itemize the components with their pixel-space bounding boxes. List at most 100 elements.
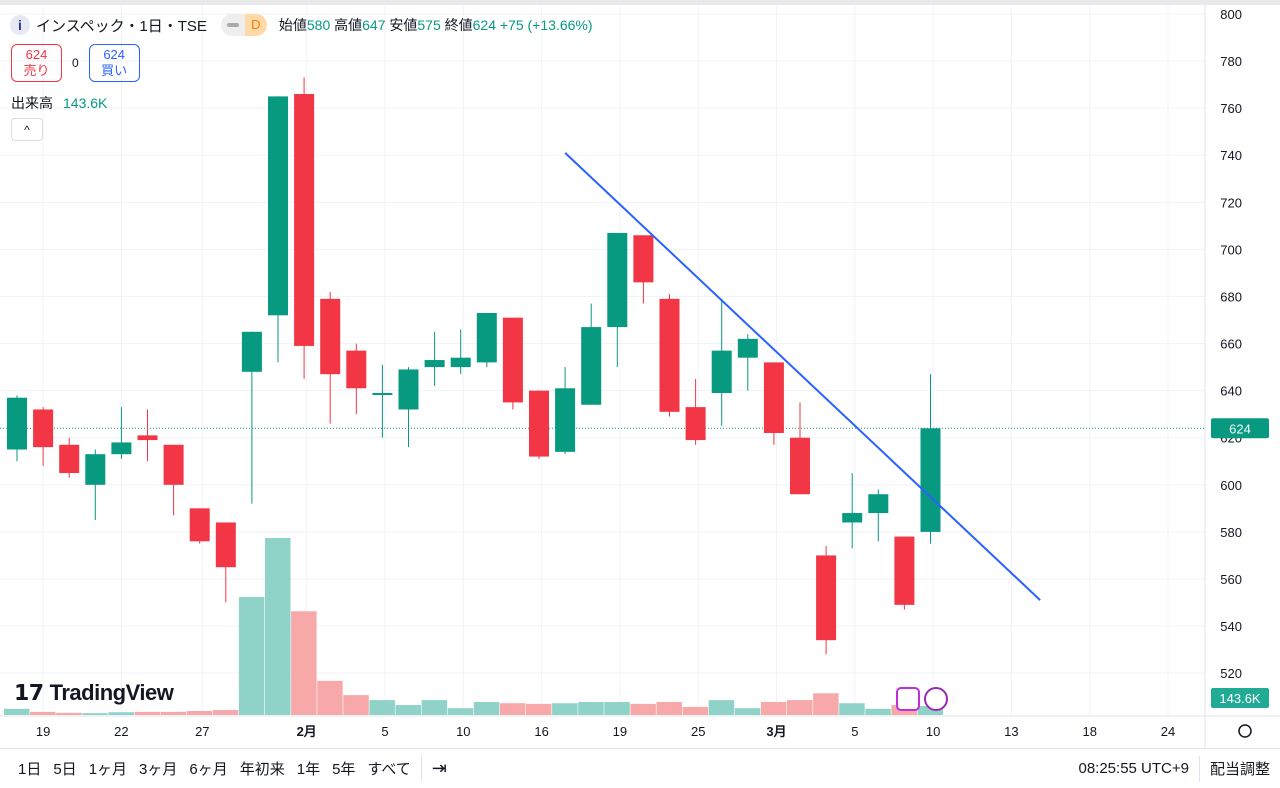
candle-body: [85, 454, 106, 485]
price-tick-label: 740: [1220, 148, 1242, 163]
price-chart[interactable]: 8007807607407207006806606406206005805605…: [0, 0, 1280, 748]
symbol-title[interactable]: インスペック・1日・TSE: [36, 17, 207, 35]
candle-body: [372, 392, 393, 395]
time-tick-label: 16: [534, 724, 548, 739]
time-tick-label: 24: [1161, 724, 1175, 739]
divider: [1198, 755, 1200, 782]
price-tick-label: 640: [1220, 384, 1242, 399]
volume-bar: [813, 693, 839, 715]
volume-bar: [682, 706, 709, 715]
volume-bar: [630, 703, 656, 715]
volume-legend: 出来高 143.6K: [11, 93, 107, 113]
candle-body: [737, 338, 758, 358]
price-tick-label: 560: [1220, 572, 1242, 587]
range-button[interactable]: 6ヶ月: [189, 760, 228, 778]
high-label: 高値: [334, 17, 363, 33]
candle-body: [424, 360, 445, 368]
range-button[interactable]: 1ヶ月: [88, 760, 128, 778]
settings-gear-icon[interactable]: [1238, 724, 1252, 738]
volume-bar: [30, 711, 56, 715]
price-tick-label: 580: [1220, 525, 1242, 540]
tradingview-logo[interactable]: 𝟭𝟳 TradingView: [14, 680, 174, 706]
symbol-legend: i インスペック・1日・TSE D 始値580 高値647 安値575 終値62…: [10, 14, 593, 36]
volume-label: 出来高: [11, 95, 53, 111]
volume-bar: [447, 708, 474, 715]
close-value: 624: [472, 17, 496, 33]
ohlc-values: 始値580 高値647 安値575 終値624 +75 (+13.66%): [279, 15, 593, 35]
price-tick-label: 720: [1220, 195, 1242, 210]
volume-bar: [265, 538, 291, 715]
low-value: 575: [417, 17, 441, 33]
volume-bar: [343, 695, 369, 715]
volume-bar: [134, 711, 160, 715]
candle-body: [581, 327, 602, 405]
candle-body: [711, 350, 732, 393]
volume-value: 143.6K: [63, 95, 108, 111]
volume-bar: [395, 705, 421, 715]
range-button[interactable]: 1年: [296, 760, 321, 778]
last-volume-label-bg: [1211, 688, 1269, 708]
collapse-legend-button[interactable]: ^: [11, 118, 43, 141]
time-tick-label: 5: [851, 724, 858, 739]
volume-bar: [760, 701, 787, 715]
range-button[interactable]: 5年: [332, 760, 356, 778]
time-tick-label: 19: [613, 724, 627, 739]
time-tick-label: 10: [926, 724, 940, 739]
volume-bar: [499, 703, 526, 715]
last-volume-label: 143.6K: [1219, 691, 1261, 706]
info-icon[interactable]: i: [10, 15, 30, 35]
window-top-border: [0, 0, 1280, 5]
close-label: 終値: [444, 17, 473, 33]
candle-body: [320, 298, 341, 375]
candle-body: [476, 312, 497, 363]
volume-bar: [186, 710, 213, 715]
price-tick-label: 680: [1220, 289, 1242, 304]
candle-body: [33, 409, 54, 448]
price-tick-label: 780: [1220, 54, 1242, 69]
volume-bar: [108, 712, 134, 715]
range-buttons: 1日 5日 1ヶ月 3ヶ月 6ヶ月 年初来 1年 5年 すべて: [0, 758, 411, 779]
range-button[interactable]: すべて: [367, 760, 411, 778]
change-value: +75 (+13.66%): [499, 17, 593, 33]
candle-body: [790, 437, 810, 495]
earnings-icon: [896, 687, 920, 711]
buy-button[interactable]: 624 買い: [88, 44, 140, 82]
volume-bar: [656, 701, 682, 715]
volume-bar: [369, 700, 395, 715]
candle-body: [502, 317, 523, 403]
last-price-label-bg: [1211, 418, 1269, 439]
volume-bar: [917, 706, 943, 715]
sell-price: 624: [25, 47, 48, 62]
clock[interactable]: 08:25:55 UTC+9: [1078, 760, 1189, 777]
spread: 0: [72, 56, 79, 70]
candle-body: [529, 390, 549, 457]
candle-body: [346, 350, 367, 389]
candle-body: [894, 536, 915, 605]
candle-body: [920, 428, 941, 532]
price-tick-label: 800: [1220, 7, 1242, 22]
volume-bar: [421, 700, 448, 715]
volume-bar: [56, 712, 82, 715]
market-status-badge[interactable]: D: [220, 14, 267, 36]
candle-body: [659, 298, 680, 412]
dividend-adjust-button[interactable]: 配当調整: [1209, 761, 1270, 778]
range-button[interactable]: 3ヶ月: [139, 760, 178, 778]
open-value: 580: [306, 17, 331, 33]
divider: [420, 755, 422, 781]
time-tick-label: 19: [36, 724, 50, 739]
sell-button[interactable]: 624 売り: [11, 44, 62, 82]
volume-bar: [4, 708, 30, 715]
range-button[interactable]: 年初来: [239, 760, 285, 778]
candle-body: [137, 435, 158, 441]
range-button[interactable]: 5日: [53, 760, 77, 778]
time-tick-label: 5: [381, 724, 388, 739]
calendar-goto-icon[interactable]: ⇥: [431, 757, 447, 778]
volume-bar: [82, 713, 108, 715]
price-tick-label: 600: [1220, 478, 1242, 493]
range-button[interactable]: 1日: [18, 760, 42, 778]
bottom-toolbar: 1日 5日 1ヶ月 3ヶ月 6ヶ月 年初来 1年 5年 すべて ⇥ 08:25:55 UTC+9…: [0, 748, 1280, 787]
buy-label: 買い: [101, 63, 128, 78]
candle-body: [763, 362, 784, 434]
trend-line: [564, 152, 1041, 601]
price-tick-label: 760: [1220, 101, 1242, 116]
